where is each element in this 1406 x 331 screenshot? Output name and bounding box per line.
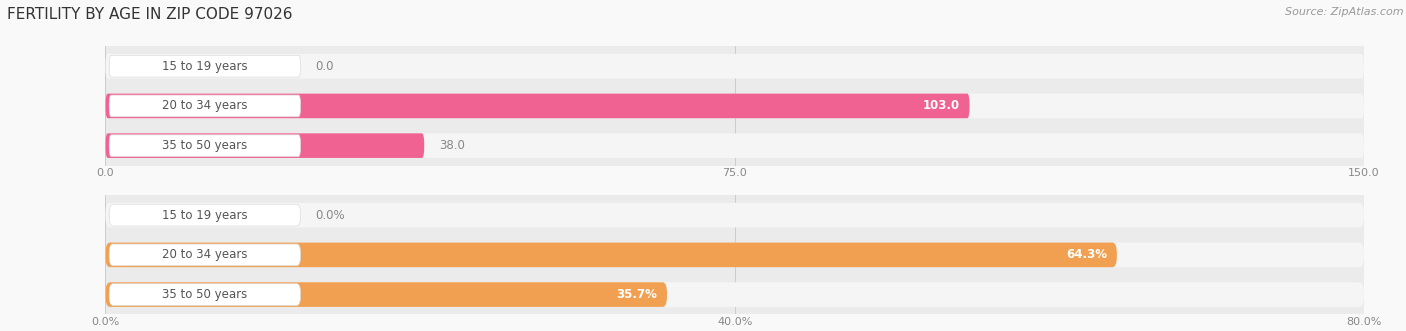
FancyBboxPatch shape [105, 282, 1364, 307]
FancyBboxPatch shape [110, 55, 301, 77]
FancyBboxPatch shape [110, 244, 301, 266]
Text: 38.0: 38.0 [439, 139, 465, 152]
FancyBboxPatch shape [105, 243, 1364, 267]
FancyBboxPatch shape [105, 94, 1364, 118]
FancyBboxPatch shape [110, 95, 301, 117]
Text: Source: ZipAtlas.com: Source: ZipAtlas.com [1285, 7, 1403, 17]
Text: 64.3%: 64.3% [1066, 248, 1107, 261]
Text: 35.7%: 35.7% [616, 288, 657, 301]
Text: 103.0: 103.0 [922, 99, 959, 113]
FancyBboxPatch shape [105, 94, 970, 118]
Text: 35 to 50 years: 35 to 50 years [162, 288, 247, 301]
FancyBboxPatch shape [105, 133, 425, 158]
FancyBboxPatch shape [105, 203, 1364, 227]
Text: 35 to 50 years: 35 to 50 years [162, 139, 247, 152]
Text: FERTILITY BY AGE IN ZIP CODE 97026: FERTILITY BY AGE IN ZIP CODE 97026 [7, 7, 292, 22]
FancyBboxPatch shape [105, 133, 1364, 158]
Text: 20 to 34 years: 20 to 34 years [162, 99, 247, 113]
FancyBboxPatch shape [110, 284, 301, 306]
Text: 15 to 19 years: 15 to 19 years [162, 60, 247, 73]
FancyBboxPatch shape [105, 243, 1116, 267]
FancyBboxPatch shape [105, 282, 666, 307]
FancyBboxPatch shape [110, 204, 301, 226]
FancyBboxPatch shape [110, 135, 301, 157]
Text: 15 to 19 years: 15 to 19 years [162, 209, 247, 222]
FancyBboxPatch shape [105, 54, 1364, 78]
Text: 20 to 34 years: 20 to 34 years [162, 248, 247, 261]
Text: 0.0: 0.0 [315, 60, 335, 73]
Text: 0.0%: 0.0% [315, 209, 346, 222]
